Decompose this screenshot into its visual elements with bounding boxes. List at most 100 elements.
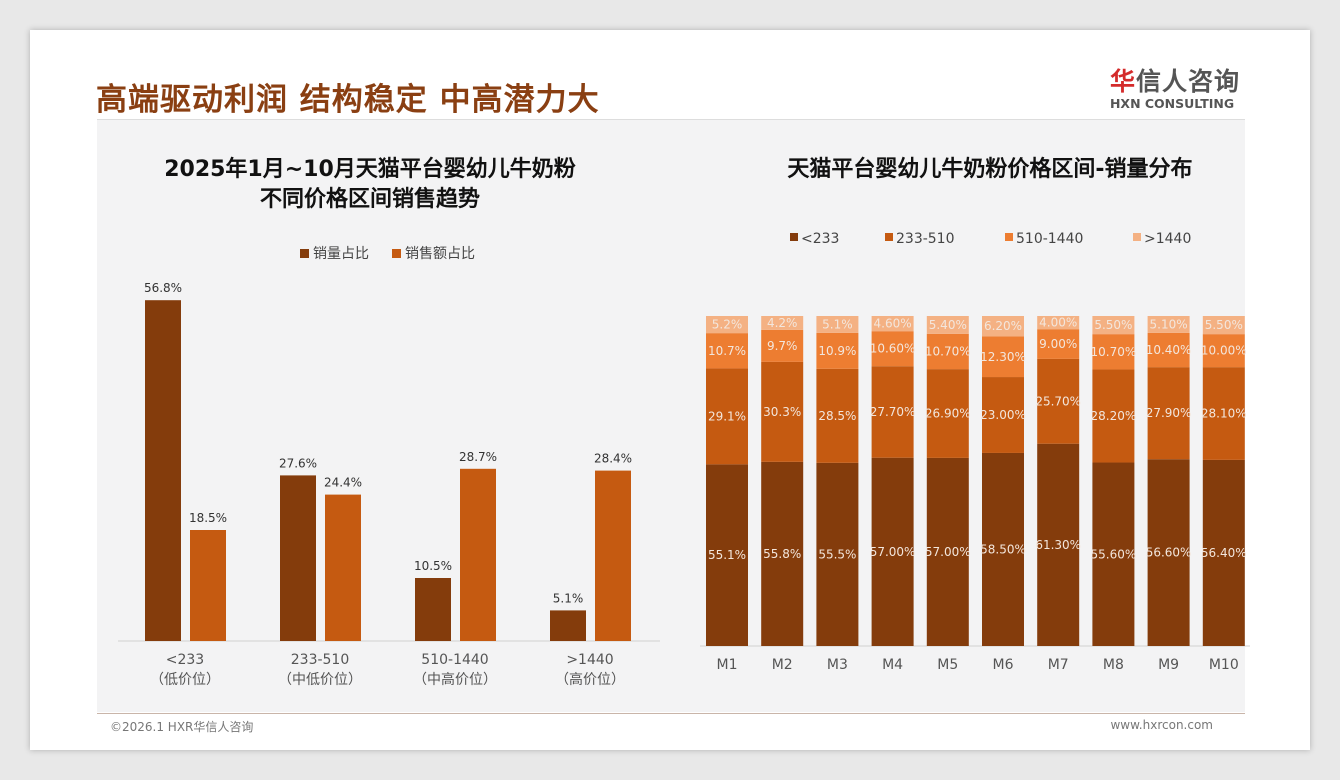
stacked-bar-segment bbox=[1037, 358, 1080, 444]
stacked-bar-segment bbox=[926, 333, 969, 370]
stacked-bar-segment bbox=[1037, 316, 1080, 330]
legend-label: 233-510 bbox=[896, 231, 955, 247]
data-label: 9.7% bbox=[767, 339, 798, 353]
data-label: 27.6% bbox=[279, 456, 317, 470]
bar bbox=[415, 578, 451, 641]
stacked-bar-segment bbox=[1202, 367, 1245, 460]
stacked-bar-segment bbox=[761, 329, 804, 362]
legend-swatch bbox=[300, 249, 309, 258]
data-label: 5.40% bbox=[929, 318, 967, 332]
legend-swatch bbox=[1133, 233, 1141, 241]
data-label: 10.70% bbox=[1091, 345, 1137, 359]
data-label: 26.90% bbox=[925, 407, 971, 421]
stacked-bar-segment bbox=[1147, 316, 1190, 333]
x-tick-sublabel: （中低价位） bbox=[278, 672, 362, 688]
right-chart-title: 天猫平台婴幼儿牛奶粉价格区间-销量分布 bbox=[787, 157, 1193, 182]
data-label: 55.1% bbox=[708, 548, 746, 562]
data-label: 28.5% bbox=[818, 409, 856, 423]
x-tick-label: M1 bbox=[717, 657, 738, 673]
bar bbox=[460, 468, 496, 641]
data-label: 56.60% bbox=[1146, 546, 1192, 560]
data-label: 5.10% bbox=[1150, 317, 1188, 331]
stacked-bar-segment bbox=[982, 316, 1024, 337]
x-tick-sublabel: （低价位） bbox=[150, 672, 220, 688]
bar bbox=[280, 475, 316, 641]
data-label: 4.2% bbox=[767, 316, 798, 330]
stacked-bar-segment bbox=[761, 316, 804, 330]
data-label: 30.3% bbox=[763, 405, 801, 419]
data-label: 5.1% bbox=[553, 591, 584, 605]
stacked-bar-segment bbox=[1202, 334, 1245, 368]
stacked-bar-segment bbox=[982, 336, 1024, 378]
stacked-bar-segment bbox=[761, 461, 804, 646]
stacked-bar-segment bbox=[982, 377, 1024, 453]
x-tick-label: M8 bbox=[1103, 657, 1124, 673]
stacked-bar-segment bbox=[926, 369, 969, 458]
x-tick-label: 233-510 bbox=[291, 652, 350, 668]
stacked-bar-segment bbox=[816, 332, 859, 369]
data-label: 5.50% bbox=[1205, 318, 1243, 332]
x-tick-label: M3 bbox=[827, 657, 848, 673]
data-label: 10.70% bbox=[925, 344, 971, 358]
data-label: 10.5% bbox=[414, 559, 452, 573]
bar bbox=[145, 300, 181, 641]
data-label: 56.8% bbox=[144, 281, 182, 295]
stacked-bar-segment bbox=[1092, 316, 1135, 335]
data-label: 57.00% bbox=[925, 545, 971, 559]
data-label: 57.00% bbox=[870, 545, 916, 559]
x-tick-sublabel: （中高价位） bbox=[413, 671, 497, 688]
stacked-bar-segment bbox=[1092, 462, 1135, 646]
logo-accent: 华 bbox=[1109, 67, 1136, 96]
data-label: 10.40% bbox=[1146, 343, 1192, 357]
x-tick-label: M7 bbox=[1048, 657, 1069, 673]
stacked-bar-segment bbox=[1147, 367, 1190, 460]
page-title: 高端驱动利润 结构稳定 中高潜力大 bbox=[96, 82, 600, 118]
bar bbox=[595, 470, 631, 641]
data-label: 29.1% bbox=[708, 409, 746, 423]
footer-divider bbox=[97, 713, 1245, 714]
data-label: 18.5% bbox=[189, 511, 227, 525]
stacked-bar-segment bbox=[1037, 329, 1080, 359]
legend-label: >1440 bbox=[1144, 231, 1191, 247]
data-label: 23.00% bbox=[980, 408, 1026, 422]
x-tick-label: >1440 bbox=[566, 652, 613, 668]
legend-swatch bbox=[1005, 233, 1013, 241]
left-chart-title-line2: 不同价格区间销售趋势 bbox=[259, 187, 480, 212]
legend-swatch bbox=[790, 233, 798, 241]
logo-en: HXN CONSULTING bbox=[1109, 96, 1235, 111]
stacked-bar-segment bbox=[871, 366, 914, 458]
stacked-bar-segment bbox=[871, 316, 914, 332]
stacked-bar-segment bbox=[1092, 369, 1135, 463]
data-label: 28.4% bbox=[594, 452, 632, 466]
stacked-bar-segment bbox=[706, 368, 748, 465]
footer-copyright: ©2026.1 HXR华信人咨询 bbox=[110, 720, 254, 734]
x-tick-label: M9 bbox=[1158, 657, 1179, 673]
data-label: 4.00% bbox=[1039, 316, 1077, 330]
data-label: 28.10% bbox=[1201, 407, 1247, 421]
data-label: 55.5% bbox=[818, 547, 856, 561]
x-tick-sublabel: （高价位） bbox=[555, 671, 625, 688]
data-label: 61.30% bbox=[1035, 538, 1081, 552]
x-tick-label: <233 bbox=[166, 652, 204, 668]
bar bbox=[550, 610, 586, 641]
x-tick-label: M5 bbox=[937, 657, 958, 673]
footer-url: www.hxrcon.com bbox=[1110, 718, 1213, 732]
left-chart-title-line1: 2025年1月~10月天猫平台婴幼儿牛奶粉 bbox=[164, 157, 576, 182]
data-label: 10.9% bbox=[818, 344, 856, 358]
stacked-bar-segment bbox=[1092, 334, 1135, 370]
stacked-bar-segment bbox=[761, 361, 804, 462]
stacked-bar-segment bbox=[926, 457, 969, 646]
bar bbox=[325, 494, 361, 641]
data-label: 6.20% bbox=[984, 319, 1022, 333]
stacked-bar-segment bbox=[1202, 459, 1245, 646]
data-label: 10.60% bbox=[870, 342, 916, 356]
stacked-bar-segment bbox=[1147, 459, 1190, 646]
x-tick-label: M6 bbox=[993, 657, 1014, 673]
stacked-bar-segment bbox=[926, 316, 969, 334]
data-label: 28.20% bbox=[1091, 409, 1137, 423]
data-label: 55.8% bbox=[763, 547, 801, 561]
x-tick-label: 510-1440 bbox=[421, 652, 488, 668]
left-chart-title: 2025年1月~10月天猫平台婴幼儿牛奶粉 不同价格区间销售趋势 bbox=[110, 155, 630, 215]
legend-label: 销售额占比 bbox=[405, 246, 475, 262]
